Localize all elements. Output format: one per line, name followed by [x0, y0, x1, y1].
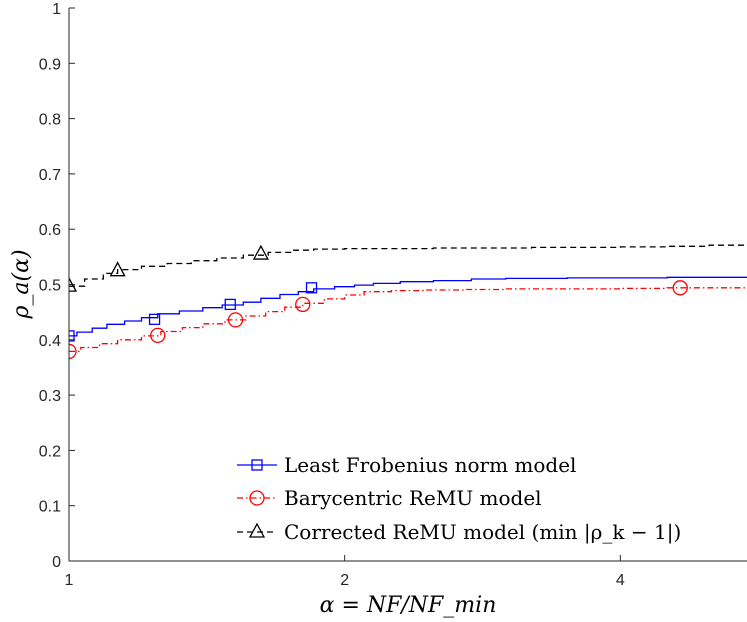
- data-point-marker: [305, 282, 318, 294]
- data-point-marker: [295, 296, 311, 313]
- y-axis-label: ρ_a(α): [9, 249, 34, 319]
- ticks: 0 0.1 0.2 0.3 0.4 0.5 0.6 0.7 0.8 0.9 1 1 2 4: [39, 1, 625, 589]
- square-marker-icon: [251, 459, 263, 471]
- y-tick-label: 0.5: [39, 278, 61, 295]
- y-tick-label: 0.7: [39, 167, 61, 184]
- circle-marker-icon: [249, 490, 265, 506]
- y-tick-label: 0.4: [39, 333, 61, 350]
- data-point-marker: [252, 244, 269, 260]
- data-point-marker: [69, 330, 75, 342]
- y-tick-label: 0: [52, 554, 61, 571]
- legend-item-corrected: Corrected ReMU model (min |ρ_k − 1|): [237, 520, 681, 545]
- series-line: [69, 244, 747, 287]
- series-line: [69, 276, 747, 337]
- legend-item-frobenius: Least Frobenius norm model: [237, 453, 576, 477]
- x-tick-label: 1: [65, 572, 74, 589]
- series-1: [69, 280, 747, 360]
- data-point-marker: [148, 313, 161, 325]
- data-point-marker: [69, 343, 77, 360]
- series-0: [69, 276, 747, 342]
- legend-box: [227, 445, 736, 552]
- y-tick-label: 0.6: [39, 222, 61, 239]
- data-point-marker: [109, 261, 126, 277]
- legend-item-barycentric: Barycentric ReMU model: [237, 486, 542, 510]
- legend-label-frobenius: Least Frobenius norm model: [284, 453, 576, 477]
- y-tick-label: 0.1: [39, 499, 61, 516]
- y-tick-label: 0.2: [39, 443, 61, 460]
- y-tick-label: 1: [52, 1, 61, 18]
- x-tick-label: 4: [616, 572, 625, 589]
- series-line: [69, 287, 747, 353]
- y-tick-label: 0.9: [39, 56, 61, 73]
- legend-label-corrected: Corrected ReMU model (min |ρ_k − 1|): [284, 520, 681, 545]
- x-tick-label: 2: [340, 572, 349, 589]
- y-tick-label: 0.8: [39, 112, 61, 129]
- series-layer: [69, 244, 747, 360]
- triangle-marker-icon: [248, 522, 266, 538]
- data-point-marker: [227, 312, 244, 328]
- data-point-marker: [672, 280, 688, 296]
- legend-label-barycentric: Barycentric ReMU model: [284, 486, 542, 510]
- legend: Least Frobenius norm model Barycentric R…: [227, 445, 736, 552]
- y-tick-label: 0.3: [39, 388, 61, 405]
- x-axis-label: α = NF/NF_min: [320, 593, 497, 618]
- data-point-marker: [224, 298, 236, 311]
- data-point-marker: [150, 327, 166, 344]
